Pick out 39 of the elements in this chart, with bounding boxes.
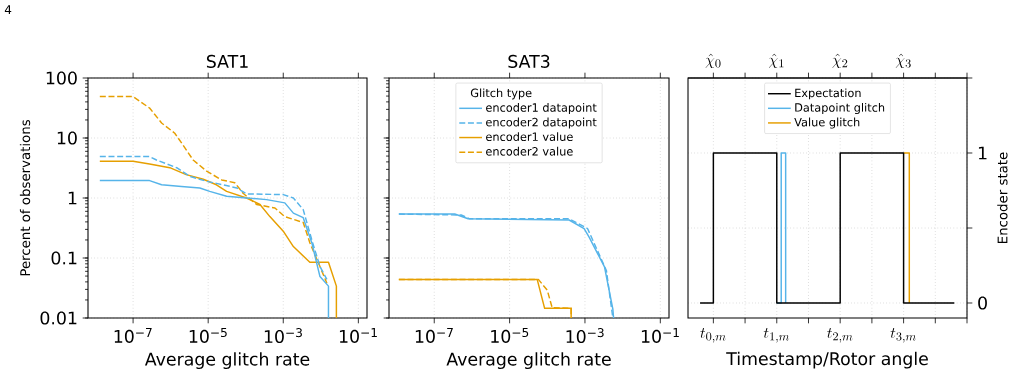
chart-title: SAT3 <box>508 54 550 68</box>
x2-tick-label: $\hat{\chi}_2$ <box>832 53 848 69</box>
x-tick-label: $t_{2,m}$ <box>827 327 853 343</box>
chart-title: SAT1 <box>206 54 248 68</box>
x-tick-label: $t_{1,m}$ <box>763 327 790 343</box>
legend-label: encoder2 value <box>486 146 573 156</box>
x-tick-label: 10$^{−5}$ <box>491 328 529 343</box>
x2-tick-label: $\hat{\chi}_3$ <box>895 53 911 69</box>
y2-axis-title: Encoder state <box>997 152 1008 243</box>
x-tick-label: 10$^{−7}$ <box>114 328 152 343</box>
x-tick-label: $t_{0,m}$ <box>700 327 726 343</box>
y-tick-label: 0.1 <box>51 251 77 265</box>
x-tick-label: 10$^{−7}$ <box>415 328 453 343</box>
legend-label: encoder1 datapoint <box>486 103 597 114</box>
legend-label: Datapoint glitch <box>795 103 885 114</box>
x-tick-label: $t_{3,m}$ <box>890 327 916 343</box>
y-axis-title: Percent of observations <box>19 120 31 276</box>
y-tick-label: 10 <box>57 131 77 145</box>
y-tick-label: 100 <box>46 71 77 85</box>
x2-tick-label: $\hat{\chi}_1$ <box>768 53 784 69</box>
legend-title: Glitch type <box>470 88 532 100</box>
text: 4 <box>4 5 12 15</box>
x-tick-label: 10$^{−3}$ <box>566 328 604 344</box>
x-tick-label: 10$^{−5}$ <box>189 328 227 343</box>
x-tick-label: 10$^{−1}$ <box>339 328 377 343</box>
x-tick-label: 10$^{−3}$ <box>264 328 302 344</box>
x-tick-label: 10$^{−1}$ <box>641 328 679 343</box>
y2-tick-label: 1 <box>978 146 987 160</box>
y-tick-label: 0.01 <box>40 311 77 325</box>
legend-label: encoder1 value <box>486 132 573 142</box>
legend-label: Expectation <box>795 88 861 100</box>
legend-label: Value glitch <box>794 117 860 129</box>
y-tick-label: 1 <box>68 191 77 205</box>
x-axis-title: Timestamp/Rotor angle <box>726 351 928 369</box>
x2-tick-label: $\hat{\chi}_0$ <box>705 53 721 69</box>
x-axis-title: Average glitch rate <box>144 352 310 370</box>
y2-tick-label: 0 <box>978 296 987 310</box>
x-axis-title: Average glitch rate <box>446 352 611 370</box>
legend-label: encoder2 datapoint <box>486 117 597 129</box>
